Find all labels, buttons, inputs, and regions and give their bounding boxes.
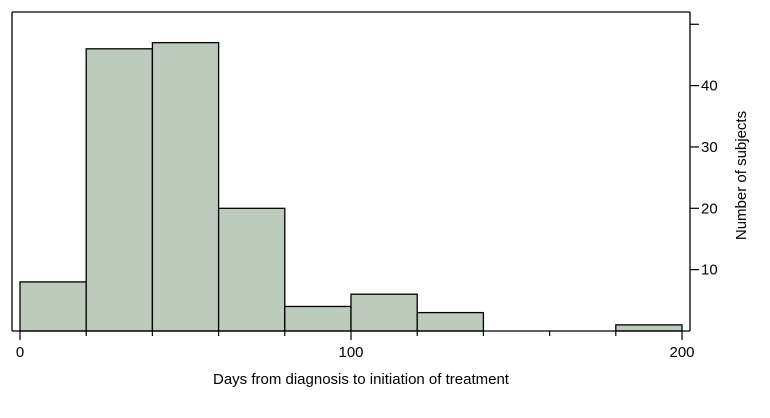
- histogram-bar: [85, 48, 154, 332]
- y-tick-label: 40: [701, 78, 718, 95]
- histogram-bar: [416, 311, 485, 332]
- histogram-bar: [284, 305, 352, 332]
- y-tick-label: 20: [701, 200, 718, 217]
- histogram-bar: [151, 42, 220, 332]
- x-tick-label: 200: [669, 344, 694, 361]
- y-tick-label: 30: [701, 139, 718, 156]
- x-tick-label: 100: [338, 344, 363, 361]
- histogram-bar: [19, 281, 87, 332]
- bars-layer: [19, 42, 683, 332]
- histogram-bar: [217, 207, 286, 332]
- x-axis-title: Days from diagnosis to initiation of tre…: [213, 371, 510, 388]
- axes-layer: 0 100 200 10 20 30 40: [11, 11, 718, 361]
- x-tick-label: 0: [16, 344, 24, 361]
- histogram-bar: [615, 324, 683, 332]
- histogram-bar: [350, 293, 418, 332]
- y-tick-label: 10: [701, 262, 718, 279]
- y-axis-title: Number of subjects: [733, 111, 750, 240]
